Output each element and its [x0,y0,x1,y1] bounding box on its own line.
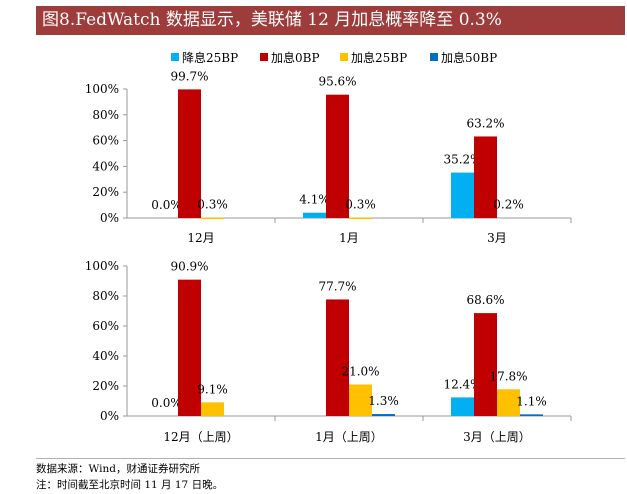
legend-swatch-3 [340,53,348,61]
legend-label-2: 加息0BP [271,50,320,65]
bar-2-3 [474,136,497,218]
data-label-3-2: 21.0% [341,365,379,379]
data-label-1-1: 0.0% [151,198,182,212]
y-tick-label: 60% [92,319,119,333]
y-tick-label: 80% [92,108,119,122]
data-label-2-1: 99.7% [170,69,208,83]
data-label-4-3: 1.1% [516,394,547,408]
legend-label-3: 加息25BP [351,50,407,65]
data-label-1-2: 4.1% [299,193,330,207]
y-tick-label: 20% [92,185,119,199]
x-category-label: 12月 [187,231,214,245]
bar-2-1 [178,89,201,219]
x-category-label: 1月 [339,231,359,245]
y-tick-label: 20% [92,379,119,393]
bar-2-3 [474,313,497,416]
y-tick-label: 100% [85,259,119,273]
bar-3-1 [201,402,224,416]
footer-source: 数据来源：Wind，财通证券研究所 [36,463,200,475]
bar-3-1 [201,217,224,220]
y-tick-label: 80% [92,289,119,303]
legend-swatch-4 [430,53,438,61]
data-label-1-3: 35.2% [443,153,481,167]
x-category-label: 3月（上周） [463,430,531,444]
y-tick-label: 0% [100,211,119,225]
footer-note: 注：时间截至北京时间 11 月 17 日晚。 [36,479,224,491]
x-category-label: 12月（上周） [163,430,238,444]
legend-swatch-2 [260,53,268,61]
x-category-label: 3月 [487,231,507,245]
bar-2-2 [326,299,349,416]
data-label-3-3: 0.2% [493,198,524,212]
x-category-label: 1月（上周） [315,430,383,444]
data-label-1-3: 12.4% [443,377,481,391]
data-label-3-1: 9.1% [197,382,228,396]
bar-4-3 [520,414,543,416]
bar-4-2 [372,414,395,416]
bar-1-3 [451,172,474,218]
data-label-2-1: 90.9% [170,260,208,274]
footer-divider [36,458,625,459]
data-label-2-3: 68.6% [466,293,504,307]
bar-3-3 [497,389,520,416]
data-label-2-2: 95.6% [318,75,356,89]
bar-1-2 [303,212,326,218]
figure-title: 图8.FedWatch 数据显示，美联储 12 月加息概率降至 0.3% [36,6,625,35]
data-label-4-2: 1.3% [368,394,399,408]
bar-2-2 [326,94,349,218]
y-tick-label: 60% [92,134,119,148]
data-label-1-1: 0.0% [151,396,182,410]
data-label-2-3: 63.2% [466,116,504,130]
legend-swatch-1 [171,53,179,61]
bar-1-3 [451,397,474,416]
bar-3-2 [349,217,372,220]
bar-3-2 [349,384,372,416]
y-tick-label: 100% [85,82,119,96]
y-tick-label: 40% [92,159,119,173]
bar-2-1 [178,279,201,416]
y-tick-label: 40% [92,349,119,363]
data-label-3-1: 0.3% [197,198,228,212]
legend-label-4: 加息50BP [441,50,497,65]
data-label-3-3: 17.8% [489,369,527,383]
data-label-2-2: 77.7% [318,279,356,293]
data-label-3-2: 0.3% [345,198,376,212]
y-tick-label: 0% [100,409,119,423]
legend-label-1: 降息25BP [182,50,238,65]
